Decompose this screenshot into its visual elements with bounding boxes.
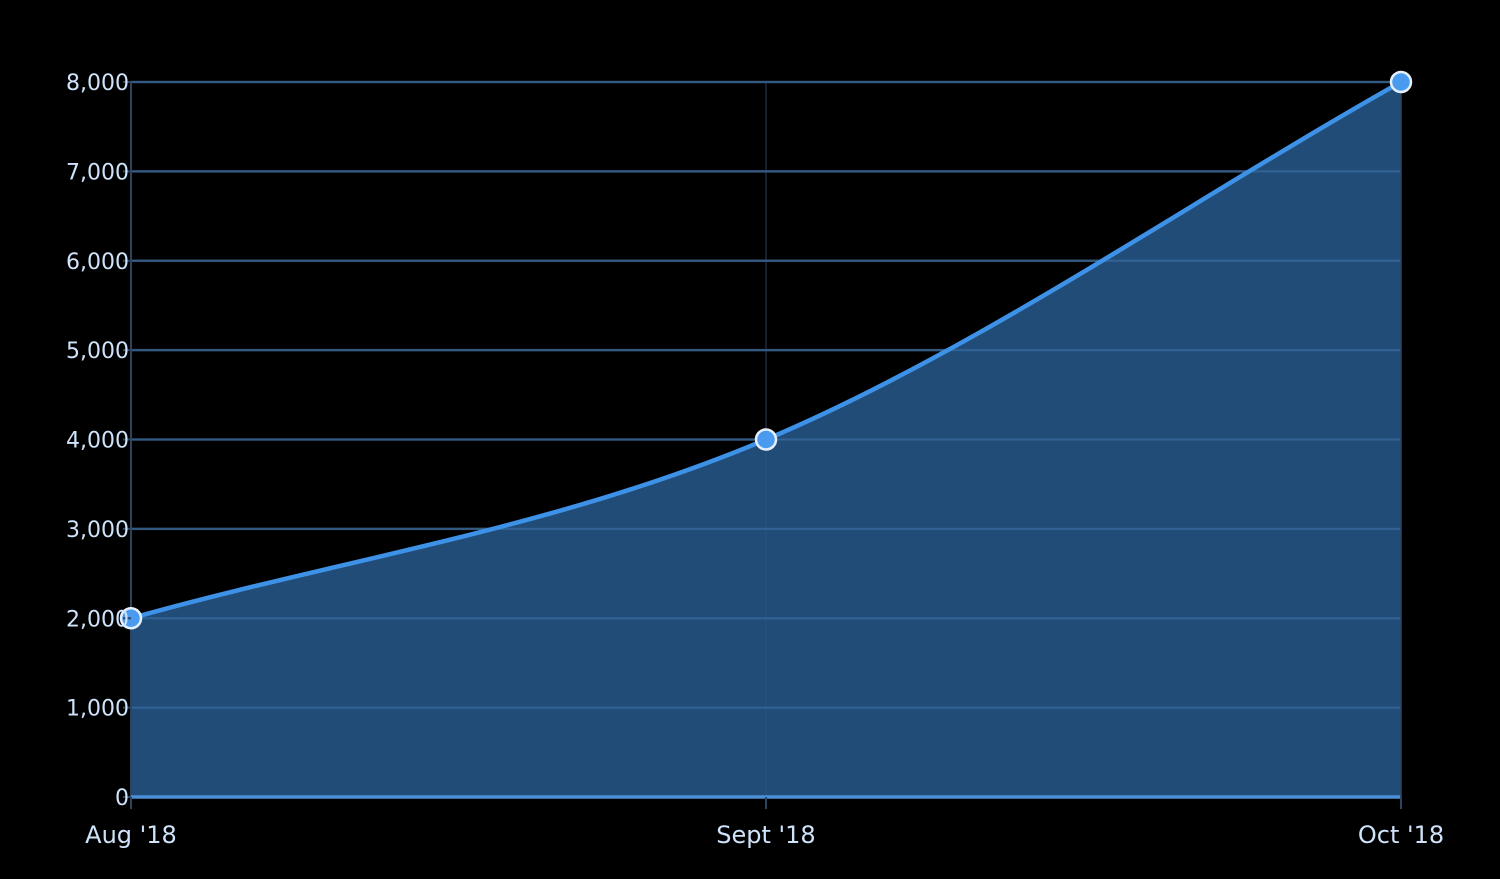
x-tick-label: Aug '18 <box>85 821 177 849</box>
y-tick-label: 0 <box>115 786 129 811</box>
x-tick-label: Sept '18 <box>716 821 815 849</box>
y-axis-ticks: 0 1,000 2,000 3,000 4,000 5,000 6,000 7,000 8,00… <box>66 71 131 811</box>
y-tick-label: 4,000 <box>66 429 129 454</box>
y-tick-label: 6,000 <box>66 250 129 275</box>
y-tick-label: 8,000 <box>66 71 129 96</box>
data-point-marker[interactable] <box>1389 70 1413 94</box>
y-tick-label: 2,000 <box>66 607 129 632</box>
x-axis-ticks: Aug '18 Sept '18 Oct '18 <box>85 797 1444 849</box>
y-tick-label: 3,000 <box>66 518 129 543</box>
data-markers[interactable] <box>119 70 1413 630</box>
y-tick-label: 1,000 <box>66 697 129 722</box>
y-tick-label: 7,000 <box>66 160 129 185</box>
x-tick-label: Oct '18 <box>1358 821 1444 849</box>
y-tick-label: 5,000 <box>66 339 129 364</box>
data-point-marker[interactable] <box>754 428 778 451</box>
